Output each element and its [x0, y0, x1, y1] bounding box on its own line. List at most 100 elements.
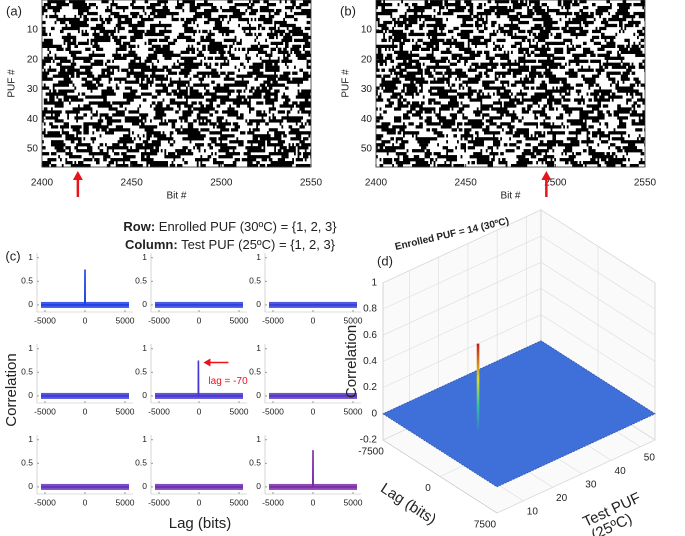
bit-texture	[518, 158, 529, 162]
bit-texture	[547, 146, 553, 150]
bit-texture	[283, 47, 287, 51]
bit-texture	[545, 116, 551, 120]
bit-texture	[467, 68, 477, 72]
bit-texture	[65, 146, 71, 150]
bit-texture	[268, 11, 271, 16]
bit-texture	[620, 74, 628, 78]
bit-texture	[485, 125, 490, 129]
bit-texture	[376, 125, 389, 129]
bit-texture	[604, 65, 609, 69]
bit-texture	[299, 107, 305, 111]
bit-texture	[267, 140, 271, 144]
bit-texture	[406, 110, 412, 114]
bit-texture	[205, 35, 212, 40]
bit-texture	[408, 20, 418, 25]
bit-texture	[191, 44, 194, 49]
bit-texture	[539, 83, 547, 87]
bit-texture	[507, 125, 515, 129]
bit-texture	[473, 35, 484, 40]
bit-texture	[214, 152, 217, 156]
bit-texture	[482, 20, 488, 25]
bit-texture	[204, 149, 206, 153]
bit-texture	[493, 47, 497, 51]
bit-texture	[72, 59, 75, 63]
bit-texture	[397, 98, 402, 102]
y-tick-label: 40	[361, 114, 373, 125]
y-tick-label: 10	[527, 506, 539, 517]
bit-texture	[383, 89, 394, 93]
y-tick-label: 50	[644, 452, 656, 463]
bit-texture	[642, 26, 645, 31]
bit-texture	[500, 152, 504, 156]
bit-texture	[272, 116, 276, 120]
bit-texture	[155, 47, 170, 51]
bit-texture	[620, 59, 623, 63]
bit-texture	[541, 80, 546, 84]
bit-texture	[159, 20, 161, 25]
bit-texture	[189, 2, 195, 7]
bit-texture	[299, 101, 311, 105]
bit-texture	[395, 65, 402, 69]
bit-texture	[54, 119, 64, 123]
bit-texture	[394, 158, 400, 162]
bit-texture	[376, 92, 378, 96]
bit-texture	[90, 41, 93, 46]
bit-texture	[552, 134, 556, 138]
bit-texture	[157, 101, 163, 105]
bit-texture	[419, 23, 425, 28]
bit-texture	[241, 47, 246, 51]
bit-texture	[135, 143, 143, 147]
bit-texture	[177, 2, 185, 7]
bit-texture	[92, 44, 100, 49]
bit-texture	[139, 125, 158, 129]
bit-texture	[523, 77, 529, 81]
bit-texture	[142, 134, 145, 138]
bit-texture	[187, 122, 194, 126]
bit-texture	[52, 86, 55, 90]
x-tick-label: -5000	[262, 497, 284, 507]
bit-texture	[376, 119, 380, 123]
bit-texture	[457, 125, 459, 129]
bit-texture	[554, 158, 556, 162]
bit-texture	[608, 95, 623, 99]
bit-texture	[238, 143, 244, 147]
bit-texture	[234, 158, 240, 162]
bit-texture	[236, 137, 239, 141]
bit-texture	[399, 14, 407, 19]
bit-texture	[81, 92, 86, 96]
bit-texture	[622, 0, 627, 4]
bit-texture	[390, 14, 393, 19]
bit-texture	[579, 161, 582, 165]
bit-texture	[437, 155, 457, 159]
bit-texture	[99, 143, 104, 147]
bit-texture	[43, 2, 51, 7]
bit-texture	[644, 128, 645, 132]
bit-texture	[377, 20, 380, 25]
bit-texture	[521, 107, 526, 111]
bit-texture	[494, 44, 501, 49]
bit-texture	[306, 119, 311, 123]
bit-texture	[189, 5, 201, 10]
header-col-label: Column:	[125, 237, 178, 252]
bit-texture	[72, 5, 91, 10]
bit-texture	[383, 32, 385, 37]
bit-texture	[283, 56, 289, 60]
bit-texture	[489, 35, 492, 40]
bit-texture	[162, 65, 168, 69]
bit-texture	[422, 41, 439, 46]
bit-texture	[65, 110, 80, 114]
x-tick-label: -5000	[148, 406, 170, 416]
bit-texture	[449, 113, 457, 117]
bit-texture	[117, 20, 132, 25]
bit-texture	[196, 23, 199, 28]
bit-texture	[493, 140, 501, 144]
bit-texture	[227, 50, 231, 54]
bit-texture	[428, 98, 436, 102]
bit-texture	[442, 74, 445, 78]
bit-texture	[198, 119, 201, 123]
bit-texture	[263, 0, 269, 4]
bit-texture	[258, 17, 273, 22]
bit-texture	[76, 113, 78, 117]
bit-texture	[294, 17, 298, 22]
bit-texture	[42, 65, 44, 69]
